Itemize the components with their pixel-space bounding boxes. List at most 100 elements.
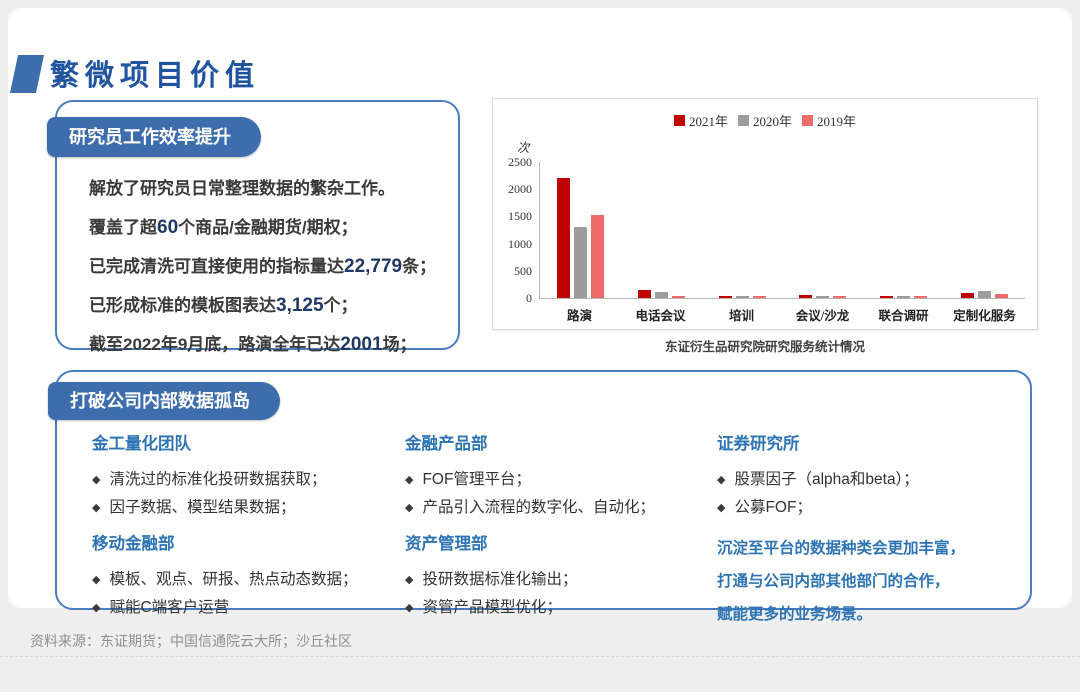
bar xyxy=(654,292,668,298)
efficiency-line: 覆盖了超60个商品/金融期货/期权； xyxy=(89,215,440,241)
x-axis-label: 培训 xyxy=(728,309,754,323)
efficiency-badge: 研究员工作效率提升 xyxy=(47,117,261,157)
efficiency-line: 解放了研究员日常整理数据的繁杂工作。 xyxy=(89,176,440,202)
x-axis-label: 路演 xyxy=(566,309,592,323)
y-tick-label: 2500 xyxy=(508,155,532,169)
data-island-badge: 打破公司内部数据孤岛 xyxy=(48,382,280,420)
bullet-list: ◆ 投研数据标准化输出； ◆ 资管产品模型优化； xyxy=(405,566,717,622)
line-text: 已形成标准的模板图表达 xyxy=(89,296,276,315)
diamond-bullet-icon: ◆ xyxy=(405,502,414,514)
bar xyxy=(833,296,847,298)
legend-item: 2021年 xyxy=(673,111,728,130)
section-heading: 金融产品部 xyxy=(405,435,488,453)
line-number: 60 xyxy=(157,217,179,238)
line-number: 2001 xyxy=(340,334,383,355)
section-quant-team: 金工量化团队 ◆ 清洗过的标准化投研数据获取； ◆ 因子数据、模型结果数据； xyxy=(92,430,405,522)
footer-divider xyxy=(0,656,1080,657)
bar-group xyxy=(702,162,783,298)
chart-card: 2021年 2020年 2019年 次 0 500 1000 1500 2000 2500 路… xyxy=(492,98,1038,330)
legend-label: 2019年 xyxy=(817,114,857,129)
bullet-text: 因子数据、模型结果数据； xyxy=(109,499,296,516)
note-line: 沉淀至平台的数据种类会更加丰富， xyxy=(717,540,966,557)
x-axis-label: 电话会议 xyxy=(635,309,686,323)
bar-group xyxy=(782,162,863,298)
bar xyxy=(897,296,911,298)
line-text: 已完成清洗可直接使用的指标量达 xyxy=(89,257,344,276)
title-accent-mark xyxy=(9,55,45,93)
bullet-item: ◆ 投研数据标准化输出； xyxy=(405,566,717,594)
y-tick-label: 1000 xyxy=(508,236,532,251)
section-heading: 资产管理部 xyxy=(405,535,488,553)
bullet-list: ◆ 股票因子（alpha和beta）； ◆ 公募FOF； xyxy=(717,466,1012,522)
bullet-text: 清洗过的标准化投研数据获取； xyxy=(109,471,327,488)
bullet-item: ◆ 因子数据、模型结果数据； xyxy=(92,494,405,522)
line-text: 截至2022年9月底，路演全年已达 xyxy=(89,335,341,354)
bar xyxy=(590,215,604,298)
line-text: 覆盖了超 xyxy=(89,218,157,237)
line-text: 条； xyxy=(402,257,437,276)
bullet-item: ◆ 模板、观点、研报、热点动态数据； xyxy=(92,566,405,594)
x-axis-label: 联合调研 xyxy=(878,309,929,323)
bar xyxy=(752,296,766,298)
bullet-item: ◆ 赋能C端客户运营 xyxy=(92,594,405,622)
bullet-list: ◆ FOF管理平台； ◆ 产品引入流程的数字化、自动化； xyxy=(405,466,717,522)
bullet-item: ◆ 公募FOF； xyxy=(717,494,1012,522)
section-financial-products: 金融产品部 ◆ FOF管理平台； ◆ 产品引入流程的数字化、自动化； xyxy=(405,430,717,522)
diamond-bullet-icon: ◆ xyxy=(405,602,414,614)
efficiency-line: 已完成清洗可直接使用的指标量达22,779条； xyxy=(89,254,440,280)
column-2: 金融产品部 ◆ FOF管理平台； ◆ 产品引入流程的数字化、自动化； 资产管理部 ◆… xyxy=(405,430,717,631)
y-tick-label: 2000 xyxy=(508,182,532,197)
bullet-list: ◆ 模板、观点、研报、热点动态数据； ◆ 赋能C端客户运营 xyxy=(92,566,405,622)
note-line: 赋能更多的业务场景。 xyxy=(717,606,873,623)
legend-item: 2019年 xyxy=(802,111,856,130)
bar-group xyxy=(540,162,621,298)
bar xyxy=(880,296,894,298)
legend-swatch xyxy=(673,115,685,126)
legend-label: 2021年 xyxy=(688,114,728,129)
bar xyxy=(556,178,570,298)
legend-label: 2020年 xyxy=(752,114,792,129)
legend-item: 2020年 xyxy=(737,111,792,130)
bullet-text: 公募FOF； xyxy=(734,499,812,516)
line-text: 解放了研究员日常整理数据的繁杂工作。 xyxy=(89,179,395,198)
bullet-item: ◆ 清洗过的标准化投研数据获取； xyxy=(92,466,405,494)
bar xyxy=(978,290,992,298)
summary-note: 沉淀至平台的数据种类会更加丰富， 打通与公司内部其他部门的合作， 赋能更多的业务… xyxy=(717,532,1012,631)
bullet-text: FOF管理平台； xyxy=(422,471,531,488)
bar xyxy=(671,295,685,298)
y-tick-label: 0 xyxy=(526,291,532,305)
x-axis-label: 会议/沙龙 xyxy=(795,309,850,323)
bar xyxy=(799,295,813,298)
diamond-bullet-icon: ◆ xyxy=(92,602,101,614)
chart-plot: 0 500 1000 1500 2000 2500 xyxy=(508,155,1025,305)
diamond-bullet-icon: ◆ xyxy=(92,502,101,514)
bar xyxy=(637,289,651,298)
chart-unit-label: 次 xyxy=(517,141,530,155)
efficiency-line: 截至2022年9月底，路演全年已达2001场； xyxy=(89,332,440,358)
column-1: 金工量化团队 ◆ 清洗过的标准化投研数据获取； ◆ 因子数据、模型结果数据； 移动金… xyxy=(92,430,405,631)
bullet-text: 资管产品模型优化； xyxy=(422,599,562,616)
section-asset-management: 资产管理部 ◆ 投研数据标准化输出； ◆ 资管产品模型优化； xyxy=(405,530,717,622)
bar-group xyxy=(621,162,702,298)
chart-caption: 东证衍生品研究院研究服务统计情况 xyxy=(664,340,865,354)
column-3: 证券研究所 ◆ 股票因子（alpha和beta）； ◆ 公募FOF； 沉淀至平台的数… xyxy=(717,430,1012,631)
efficiency-lines: 解放了研究员日常整理数据的繁杂工作。 覆盖了超60个商品/金融期货/期权； 已完… xyxy=(57,102,458,358)
island-columns: 金工量化团队 ◆ 清洗过的标准化投研数据获取； ◆ 因子数据、模型结果数据； 移动金… xyxy=(57,372,1030,631)
bullet-text: 模板、观点、研报、热点动态数据； xyxy=(109,571,358,588)
legend-swatch xyxy=(802,115,813,126)
section-mobile-finance: 移动金融部 ◆ 模板、观点、研报、热点动态数据； ◆ 赋能C端客户运营 xyxy=(92,530,405,622)
bullet-item: ◆ 产品引入流程的数字化、自动化； xyxy=(405,494,717,522)
bar xyxy=(718,296,732,298)
bullet-item: ◆ FOF管理平台； xyxy=(405,466,717,494)
chart-legend: 2021年 2020年 2019年 xyxy=(493,111,1037,130)
line-number: 3,125 xyxy=(276,295,324,316)
chart-xaxis-labels: 路演 电话会议 培训 会议/沙龙 联合调研 定制化服务 xyxy=(539,305,1025,324)
diamond-bullet-icon: ◆ xyxy=(405,574,414,586)
bullet-text: 赋能C端客户运营 xyxy=(109,599,230,616)
section-heading: 移动金融部 xyxy=(92,535,175,553)
source-footer: 资料来源：东证期货；中国信通院云大所；沙丘社区 xyxy=(30,633,352,649)
x-axis-label: 定制化服务 xyxy=(953,309,1016,323)
section-heading: 金工量化团队 xyxy=(92,435,191,453)
diamond-bullet-icon: ◆ xyxy=(717,474,726,486)
